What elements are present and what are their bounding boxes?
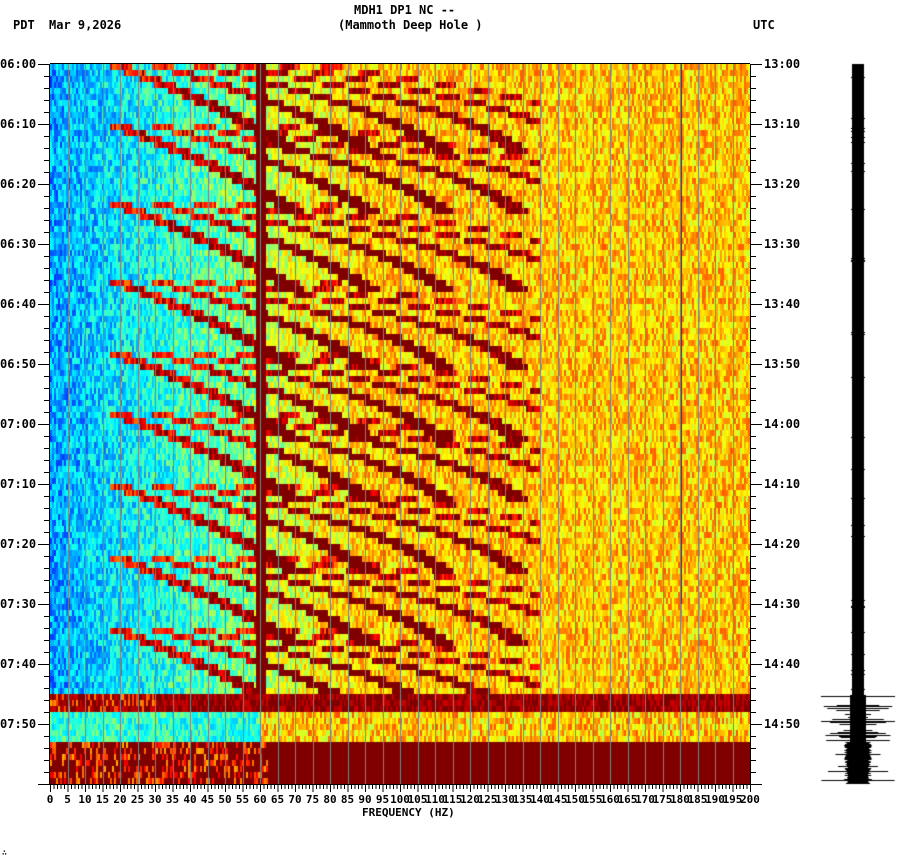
- y-tick-label-left: 07:00: [0, 417, 37, 431]
- x-tick-label: 115: [442, 793, 463, 806]
- y-tick-label-left: 07:50: [0, 717, 37, 731]
- x-tick-label: 95: [375, 793, 390, 806]
- x-tick-label: 10: [78, 793, 92, 806]
- y-tick-label-left: 07:40: [0, 657, 37, 671]
- y-tick-label-right: 14:30: [764, 597, 801, 611]
- x-tick-label: 15: [95, 793, 110, 806]
- y-tick-label-right: 14:50: [764, 717, 801, 731]
- spectrogram-heatmap: [50, 64, 750, 784]
- x-tick-label: 175: [652, 793, 673, 806]
- x-tick-label: 75: [305, 793, 320, 806]
- x-tick-label: 40: [183, 793, 197, 806]
- x-tick-label: 140: [530, 793, 550, 806]
- y-tick-label-right: 14:10: [764, 477, 801, 491]
- y-tick-label-left: 07:10: [0, 477, 37, 491]
- x-tick-label: 165: [617, 793, 638, 806]
- header-location: (Mammoth Deep Hole ): [338, 18, 483, 32]
- y-tick-label-left: 06:00: [0, 57, 37, 71]
- header-date: Mar 9,2026: [49, 18, 122, 32]
- y-tick-label-right: 13:00: [764, 57, 801, 71]
- x-tick-label: 90: [358, 793, 372, 806]
- x-tick-label: 110: [425, 793, 445, 806]
- x-tick-label: 0: [46, 793, 54, 806]
- x-tick-label: 50: [218, 793, 232, 806]
- x-tick-label: 20: [113, 793, 127, 806]
- x-tick-label: 150: [565, 793, 585, 806]
- x-tick-label: 85: [340, 793, 355, 806]
- x-tick-label: 80: [323, 793, 337, 806]
- x-tick-label: 155: [582, 793, 603, 806]
- seismogram-trace: [800, 60, 902, 790]
- x-tick-label: 60: [253, 793, 267, 806]
- y-tick-label-right: 14:20: [764, 537, 801, 551]
- x-tick-label: 35: [165, 793, 180, 806]
- y-tick-label-left: 06:10: [0, 117, 37, 131]
- y-tick-label-right: 14:40: [764, 657, 801, 671]
- x-tick-label: 30: [148, 793, 162, 806]
- y-tick-label-left: 06:50: [0, 357, 37, 371]
- x-tick-label: 70: [288, 793, 302, 806]
- header-right-timezone: UTC: [753, 18, 775, 32]
- x-tick-label: 5: [64, 793, 71, 806]
- x-tick-label: 185: [687, 793, 708, 806]
- x-tick-label: 45: [200, 793, 215, 806]
- y-tick-label-right: 13:30: [764, 237, 801, 251]
- header-left-timezone: PDT: [13, 18, 35, 32]
- x-tick-label: 100: [390, 793, 410, 806]
- x-tick-label: 65: [270, 793, 285, 806]
- x-tick-label: 195: [722, 793, 743, 806]
- y-tick-label-right: 13:40: [764, 297, 801, 311]
- y-tick-label-left: 07:20: [0, 537, 37, 551]
- x-tick-label: 55: [235, 793, 250, 806]
- x-tick-label: 135: [512, 793, 533, 806]
- x-tick-label: 120: [460, 793, 480, 806]
- x-tick-label: 125: [477, 793, 498, 806]
- x-tick-label: 190: [705, 793, 725, 806]
- y-tick-label-left: 07:30: [0, 597, 37, 611]
- x-tick-label: 145: [547, 793, 568, 806]
- y-tick-label-right: 13:10: [764, 117, 801, 131]
- x-tick-label: 105: [407, 793, 428, 806]
- y-tick-label-left: 06:30: [0, 237, 37, 251]
- x-tick-label: 180: [670, 793, 690, 806]
- y-tick-label-left: 06:20: [0, 177, 37, 191]
- y-tick-label-right: 14:00: [764, 417, 801, 431]
- x-axis-title: FREQUENCY (HZ): [362, 806, 455, 819]
- x-tick-label: 160: [600, 793, 620, 806]
- x-tick-label: 25: [130, 793, 145, 806]
- x-tick-label: 200: [740, 793, 760, 806]
- y-tick-label-right: 13:50: [764, 357, 801, 371]
- x-tick-label: 170: [635, 793, 655, 806]
- y-tick-label-left: 06:40: [0, 297, 37, 311]
- header-station: MDH1 DP1 NC --: [354, 3, 456, 17]
- footer-mark: ∴: [2, 848, 7, 857]
- y-tick-label-right: 13:20: [764, 177, 801, 191]
- x-tick-label: 130: [495, 793, 515, 806]
